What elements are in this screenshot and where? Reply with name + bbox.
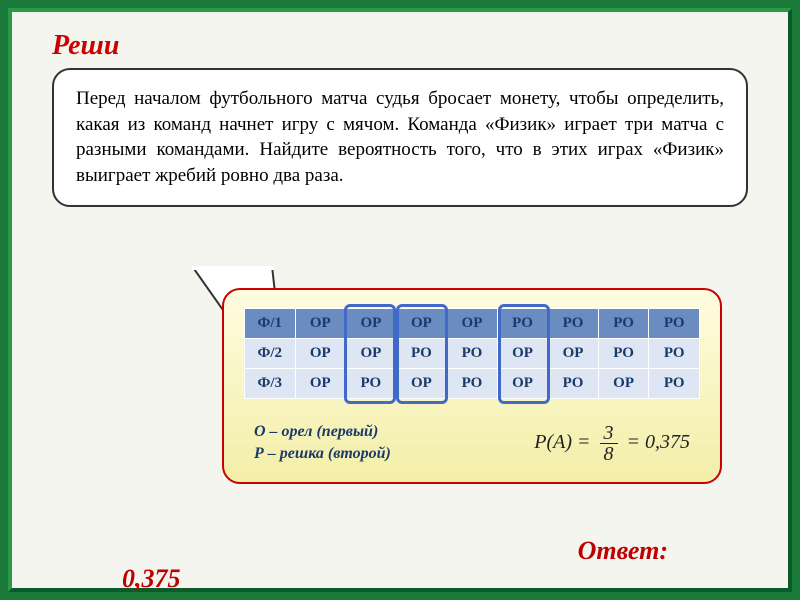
cell: РО (548, 309, 599, 339)
probability-formula: P(A) = 3 8 = 0,375 (534, 423, 690, 464)
equals: = (627, 431, 646, 453)
cell: РО (649, 309, 700, 339)
table-row: Ф/2 ОР ОР РО РО ОР ОР РО РО (245, 339, 700, 369)
cell: Ф/1 (245, 309, 296, 339)
slide-content: Реши Перед началом футбольного матча суд… (8, 8, 792, 592)
cell: ОР (447, 309, 498, 339)
cell: ОР (295, 369, 346, 399)
formula-lhs: P(A) (534, 431, 572, 453)
cell: Ф/2 (245, 339, 296, 369)
answer-label: Ответ: (578, 536, 668, 566)
numerator: 3 (600, 423, 618, 444)
cell: Ф/3 (245, 369, 296, 399)
cell: ОР (346, 339, 397, 369)
cell: РО (598, 339, 649, 369)
result-panel: Ф/1 ОР ОР ОР ОР РО РО РО РО Ф/2 ОР ОР (222, 288, 722, 484)
cell: РО (447, 339, 498, 369)
formula-rhs: 0,375 (645, 431, 690, 453)
outcomes-table: Ф/1 ОР ОР ОР ОР РО РО РО РО Ф/2 ОР ОР (244, 308, 700, 399)
equals: = (577, 431, 596, 453)
cell: ОР (598, 369, 649, 399)
slide-title: Реши (52, 30, 748, 62)
problem-bubble-wrap: Перед началом футбольного матча судья бр… (52, 68, 748, 207)
table-row: Ф/3 ОР РО ОР РО ОР РО ОР РО (245, 369, 700, 399)
table-wrap: Ф/1 ОР ОР ОР ОР РО РО РО РО Ф/2 ОР ОР (244, 308, 700, 399)
cell: РО (598, 309, 649, 339)
cell: РО (548, 369, 599, 399)
cell: РО (649, 339, 700, 369)
cell: ОР (346, 309, 397, 339)
cell: ОР (497, 369, 548, 399)
answer-value: 0,375 (122, 564, 181, 594)
cell: РО (649, 369, 700, 399)
slide-frame: Реши Перед началом футбольного матча суд… (0, 0, 800, 600)
cell: РО (447, 369, 498, 399)
cell: ОР (396, 309, 447, 339)
cell: ОР (295, 339, 346, 369)
cell: РО (396, 339, 447, 369)
cell: ОР (295, 309, 346, 339)
fraction: 3 8 (600, 423, 618, 464)
cell: ОР (497, 339, 548, 369)
cell: РО (497, 309, 548, 339)
cell: ОР (396, 369, 447, 399)
denominator: 8 (600, 444, 618, 464)
cell: ОР (548, 339, 599, 369)
cell: РО (346, 369, 397, 399)
table-row: Ф/1 ОР ОР ОР ОР РО РО РО РО (245, 309, 700, 339)
problem-text: Перед началом футбольного матча судья бр… (52, 68, 748, 207)
